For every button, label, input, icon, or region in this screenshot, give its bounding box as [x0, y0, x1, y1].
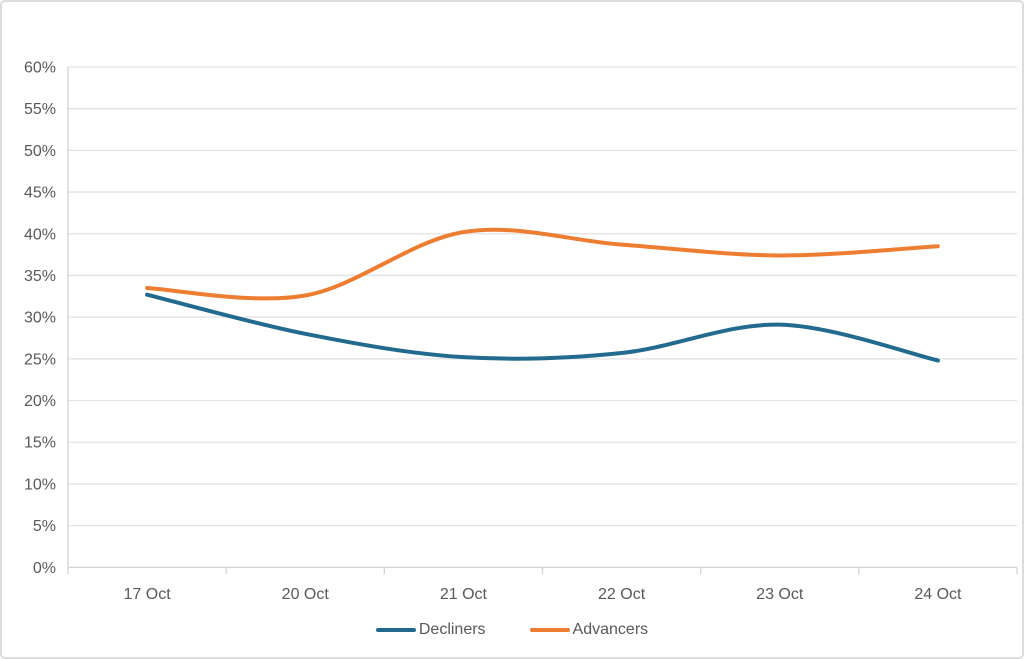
- legend-item-advancers: Advancers: [529, 621, 649, 638]
- y-axis-tick-label: 25%: [24, 351, 56, 368]
- x-axis-tick-label: 20 Oct: [282, 586, 330, 603]
- legend-item-decliners: Decliners: [375, 621, 486, 638]
- y-axis-tick-label: 40%: [24, 226, 56, 243]
- x-axis-tick-label: 24 Oct: [914, 586, 962, 603]
- series-line-decliners: [145, 292, 940, 363]
- y-axis-tick-label: 45%: [24, 185, 56, 202]
- y-axis-tick-label: 55%: [24, 101, 56, 118]
- y-axis-tick-label: 60%: [24, 60, 56, 77]
- y-axis-tick-label: 30%: [24, 310, 56, 327]
- x-axis-tick-label: 21 Oct: [440, 586, 488, 603]
- legend-label: Decliners: [418, 621, 486, 638]
- y-axis-tick-label: 10%: [24, 476, 56, 493]
- chart-legend: Decliners Advancers: [2, 622, 1022, 638]
- y-axis-tick-label: 50%: [24, 143, 56, 160]
- y-axis-tick-label: 35%: [24, 268, 56, 285]
- legend-swatch-decliners: [375, 627, 416, 633]
- legend-label: Advancers: [572, 621, 649, 638]
- x-axis-tick-label: 23 Oct: [756, 586, 804, 603]
- y-axis-tick-label: 0%: [33, 560, 56, 577]
- y-axis-tick-label: 5%: [33, 518, 56, 535]
- y-axis-tick-label: 20%: [24, 393, 56, 410]
- y-axis-tick-label: 15%: [24, 435, 56, 452]
- x-axis-tick-label: 17 Oct: [124, 586, 172, 603]
- series-line-advancers: [145, 227, 940, 301]
- x-axis-tick-label: 22 Oct: [598, 586, 646, 603]
- legend-swatch-advancers: [529, 627, 570, 633]
